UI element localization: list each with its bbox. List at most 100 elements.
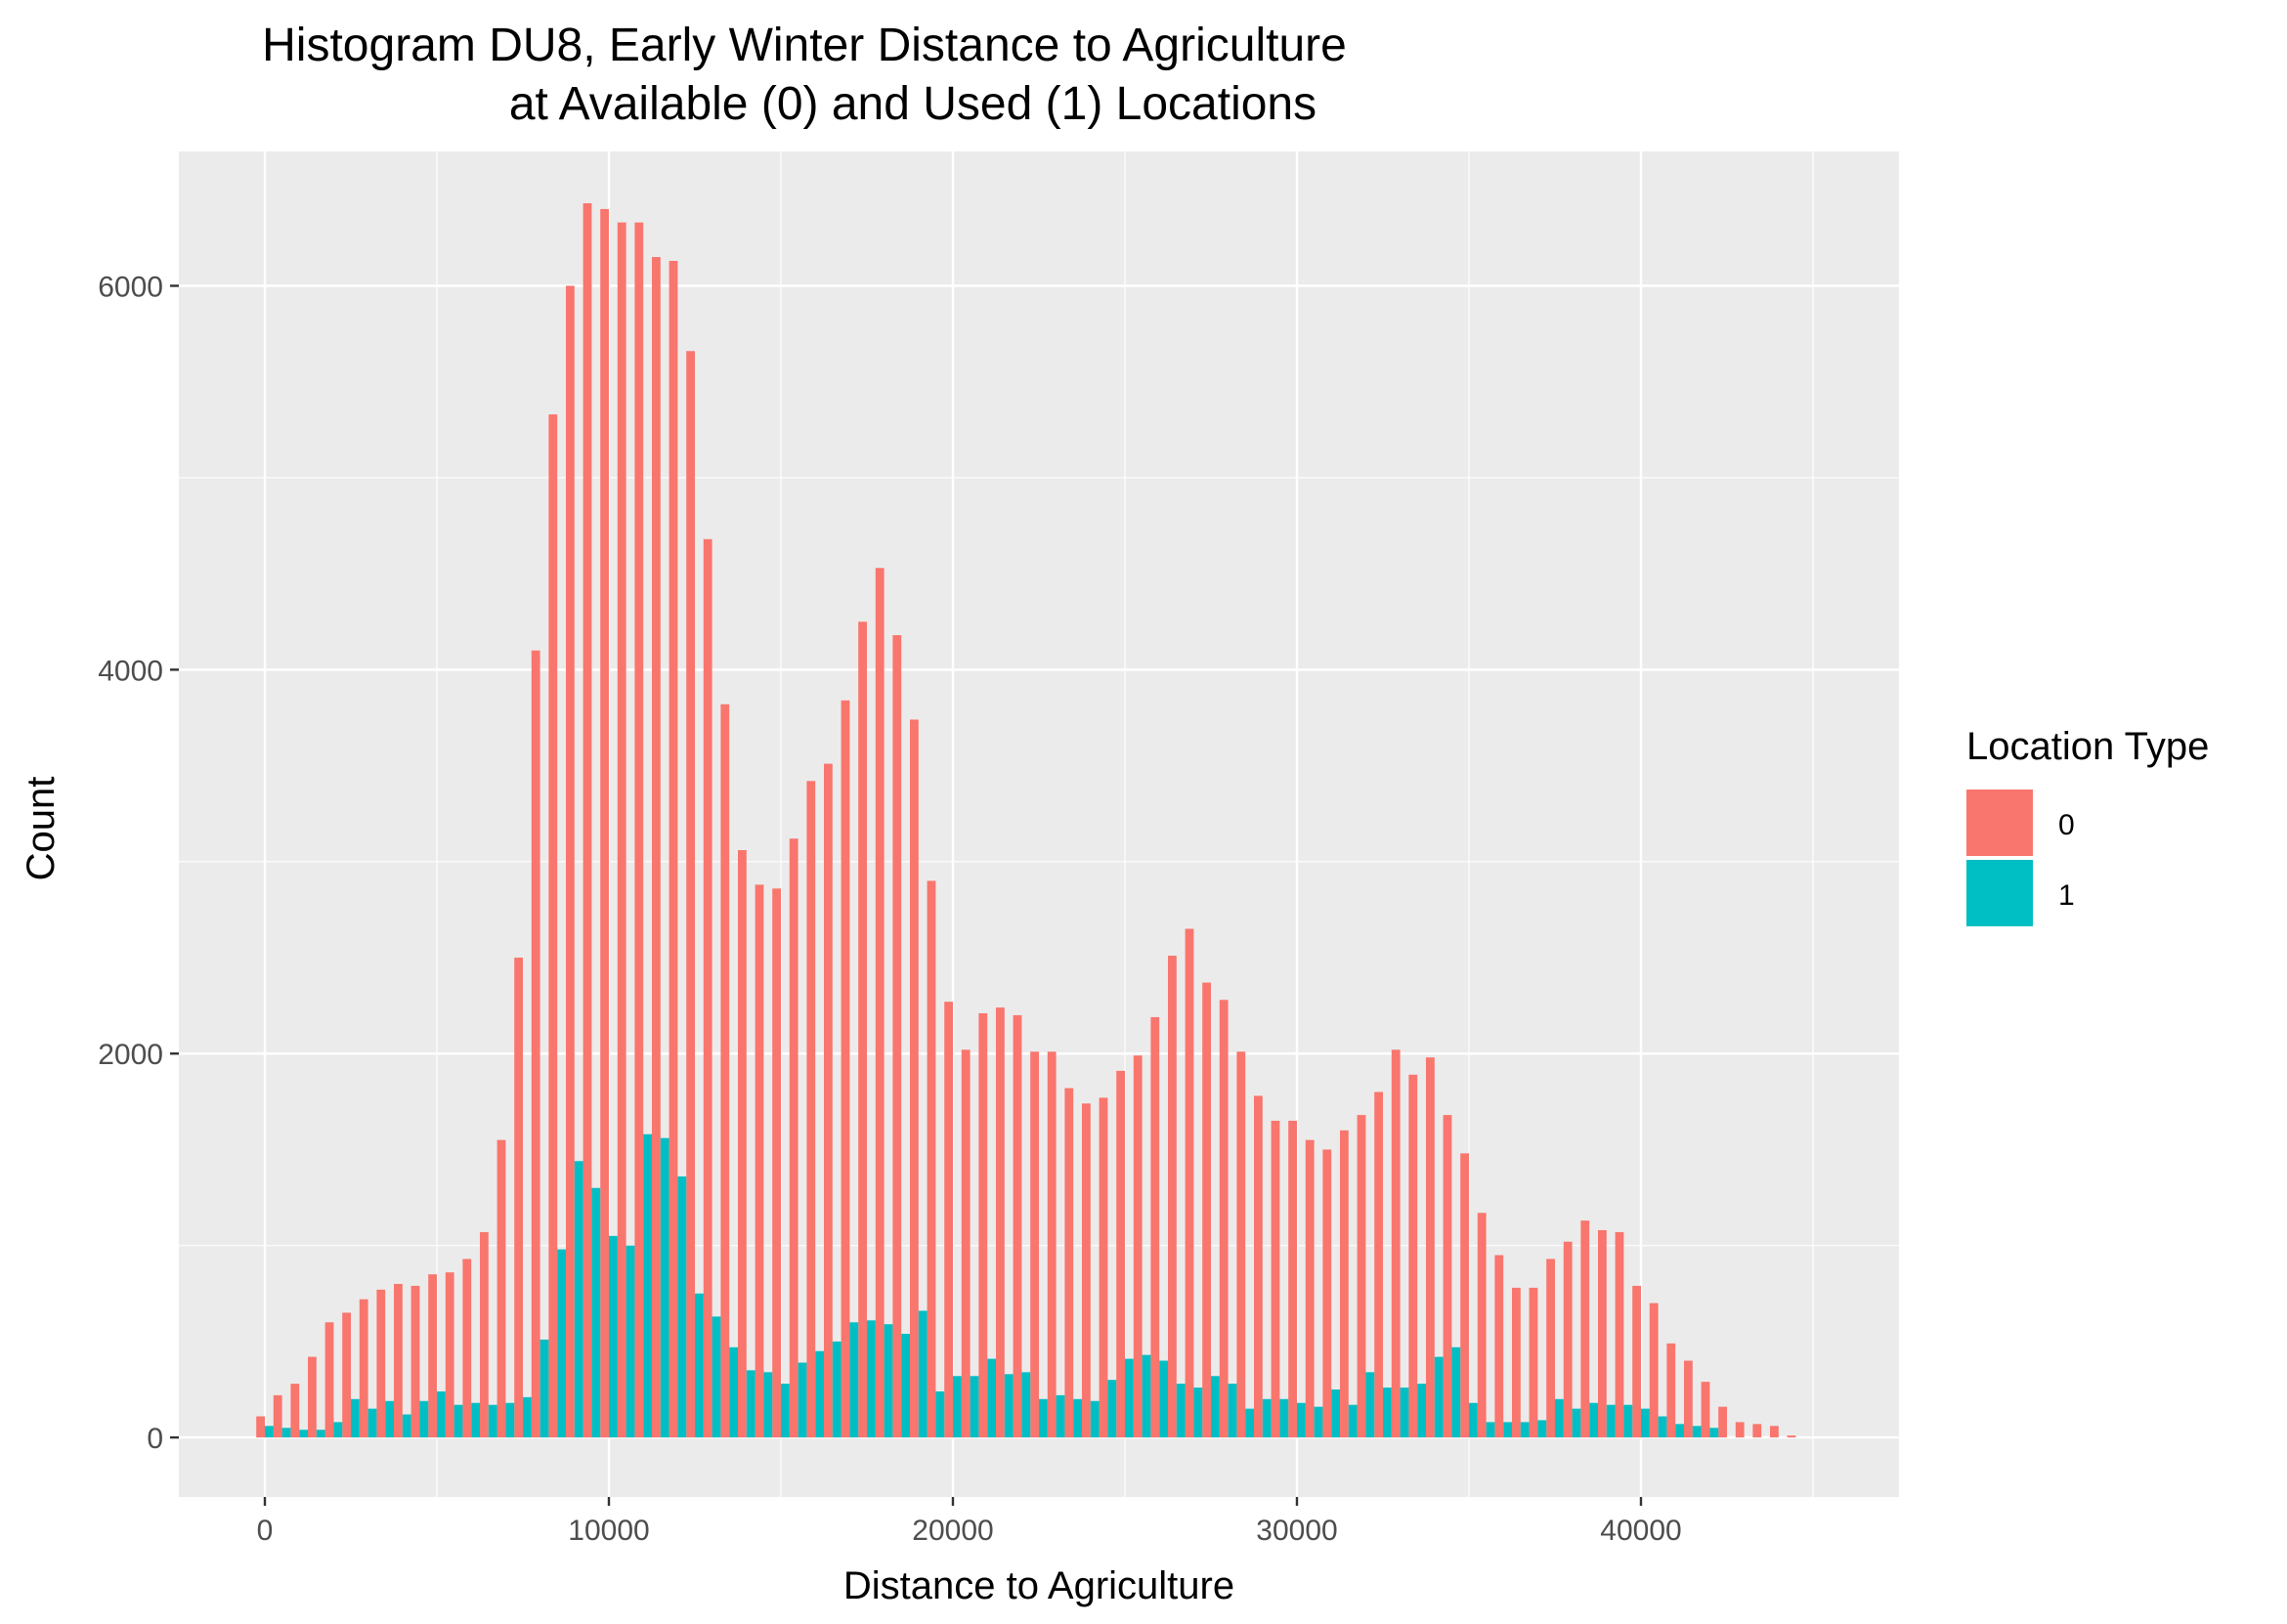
- x-tick-label: 10000: [568, 1515, 649, 1547]
- bar-series-0: [342, 1312, 351, 1438]
- bar-series-0: [273, 1394, 282, 1438]
- bar-series-1: [316, 1430, 325, 1438]
- bar-series-0: [1632, 1285, 1641, 1438]
- bar-series-1: [1606, 1404, 1616, 1438]
- bar-series-0: [1116, 1070, 1125, 1438]
- chart-title-line-1: Histogram DU8, Early Winter Distance to …: [262, 20, 1347, 71]
- bar-series-1: [901, 1334, 910, 1438]
- bar-series-1: [1434, 1356, 1444, 1438]
- bar-series-0: [1236, 1051, 1246, 1438]
- bar-series-0: [1150, 1016, 1160, 1438]
- bar-series-1: [970, 1376, 979, 1438]
- bar-series-0: [1529, 1287, 1538, 1438]
- legend-label-0: 0: [2058, 809, 2075, 841]
- bar-series-1: [1451, 1346, 1461, 1438]
- bar-series-0: [1357, 1115, 1366, 1438]
- bar-series-1: [591, 1187, 601, 1438]
- bar-series-0: [1752, 1424, 1762, 1438]
- bar-series-1: [1572, 1408, 1581, 1438]
- bar-series-0: [686, 351, 695, 1438]
- bar-series-0: [858, 621, 867, 1438]
- bar-series-0: [1701, 1382, 1710, 1438]
- legend-label-1: 1: [2058, 879, 2075, 912]
- bar-series-1: [333, 1422, 343, 1438]
- x-tick-label: 40000: [1600, 1515, 1681, 1547]
- bar-series-0: [1082, 1103, 1091, 1438]
- axis-ticks: [170, 284, 1643, 1506]
- bar-series-0: [394, 1283, 403, 1438]
- bar-series-0: [772, 888, 781, 1438]
- bar-series-1: [1090, 1400, 1100, 1438]
- bar-series-1: [1297, 1402, 1306, 1438]
- bar-series-0: [755, 884, 764, 1438]
- x-tick-label: 0: [257, 1515, 274, 1547]
- y-tick-label: 0: [147, 1423, 163, 1455]
- bar-series-0: [1219, 1000, 1229, 1438]
- bar-series-1: [1262, 1398, 1272, 1438]
- x-axis-title: Distance to Agriculture: [843, 1564, 1234, 1607]
- bar-series-1: [299, 1430, 308, 1438]
- legend-title: Location Type: [1966, 725, 2209, 768]
- bar-series-1: [1279, 1398, 1289, 1438]
- bar-series-1: [419, 1400, 429, 1438]
- legend-key-1: [1966, 860, 2033, 926]
- bar-series-1: [351, 1398, 360, 1438]
- bar-series-0: [1580, 1220, 1590, 1438]
- bar-series-0: [1684, 1360, 1693, 1438]
- bar-series-0: [875, 568, 885, 1438]
- bar-series-0: [1598, 1229, 1607, 1438]
- bar-series-0: [514, 958, 523, 1438]
- bar-series-0: [1133, 1055, 1143, 1438]
- bar-series-0: [1666, 1343, 1676, 1438]
- bar-series-1: [1331, 1389, 1340, 1438]
- bar-series-1: [1417, 1384, 1426, 1438]
- bar-series-0: [652, 257, 661, 1438]
- bar-series-1: [626, 1245, 635, 1438]
- bar-series-0: [1254, 1095, 1263, 1438]
- bar-series-0: [1512, 1287, 1521, 1438]
- bar-series-0: [548, 414, 558, 1438]
- bars-series-0: [256, 203, 1796, 1438]
- bar-series-0: [1064, 1088, 1074, 1438]
- bar-series-1: [1486, 1422, 1495, 1438]
- bar-series-0: [1718, 1406, 1727, 1438]
- bar-series-0: [789, 838, 798, 1438]
- bar-series-0: [445, 1272, 454, 1438]
- bar-series-1: [1589, 1402, 1598, 1438]
- bar-series-0: [617, 222, 626, 1438]
- y-tick-label: 4000: [98, 655, 163, 687]
- bar-series-0: [1443, 1115, 1452, 1438]
- bar-series-0: [634, 222, 644, 1438]
- bar-series-0: [910, 719, 919, 1438]
- bar-series-1: [746, 1370, 755, 1438]
- bar-series-1: [1675, 1424, 1684, 1438]
- bar-series-1: [1176, 1384, 1186, 1438]
- bar-series-1: [695, 1293, 704, 1438]
- bar-series-1: [1623, 1404, 1633, 1438]
- bar-series-0: [978, 1012, 988, 1438]
- y-tick-labels: 0 2000 4000 6000: [98, 272, 163, 1456]
- bar-series-0: [1735, 1422, 1745, 1438]
- y-tick-label: 2000: [98, 1039, 163, 1071]
- bar-series-0: [410, 1285, 420, 1438]
- bar-series-0: [720, 704, 730, 1438]
- bar-series-1: [832, 1341, 841, 1438]
- bar-series-1: [1125, 1358, 1134, 1438]
- bar-series-1: [1314, 1406, 1323, 1438]
- bar-series-0: [1047, 1051, 1057, 1438]
- bar-series-1: [1641, 1408, 1650, 1438]
- bar-series-0: [669, 260, 678, 1438]
- legend-key-0: [1966, 790, 2033, 856]
- bar-series-1: [643, 1133, 652, 1438]
- bar-series-1: [867, 1320, 876, 1438]
- bar-series-0: [1477, 1213, 1487, 1438]
- bar-series-1: [574, 1161, 583, 1438]
- y-axis-title: Count: [20, 777, 63, 881]
- bar-series-0: [600, 208, 609, 1438]
- bar-series-1: [1107, 1380, 1117, 1438]
- bar-series-1: [402, 1414, 411, 1438]
- bar-series-0: [1563, 1241, 1573, 1438]
- bar-series-1: [781, 1384, 790, 1438]
- bar-series-1: [471, 1402, 480, 1438]
